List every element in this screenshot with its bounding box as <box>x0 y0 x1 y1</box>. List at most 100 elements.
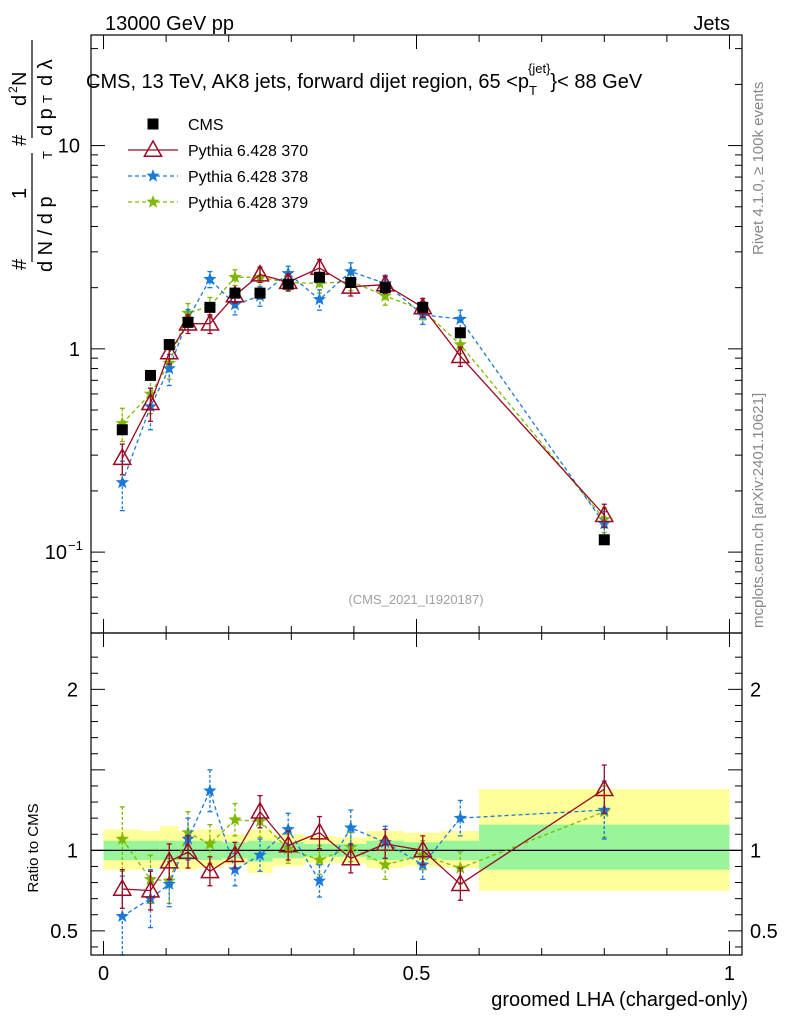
marker-pythia-6-428-370 <box>450 345 471 364</box>
ratio-frame <box>90 632 743 956</box>
ylabel-frac1-sub: T <box>40 151 55 159</box>
marker-pythia-6-428-379 <box>453 337 467 351</box>
ratio-marker-pythia-6-428-378 <box>253 848 267 861</box>
ratio-marker-pythia-6-428-379 <box>181 825 195 839</box>
title-sub: T <box>529 83 537 98</box>
y-tick-label: 10 <box>58 136 80 158</box>
marker-pythia-6-428-378 <box>162 361 176 375</box>
x-tick-label: 1 <box>724 963 735 985</box>
header-right: Jets <box>693 13 730 35</box>
marker-cms <box>204 301 216 313</box>
header-left: 13000 GeV pp <box>105 13 234 35</box>
marker-cms <box>379 282 391 294</box>
series-line-pythia-6-428-379 <box>121 276 605 520</box>
marker-cms <box>417 301 429 313</box>
ratio-marker-pythia-6-428-378 <box>453 811 467 824</box>
marker-pythia-6-428-379 <box>228 270 242 283</box>
ratio-marker-pythia-6-428-370 <box>412 839 433 858</box>
ylabel-frac2-den2: d λ <box>35 59 57 86</box>
ylabel-frac2-sup: 2 <box>6 86 20 93</box>
ylabel-frac1-num: 1 <box>9 188 31 199</box>
marker-pythia-6-428-379 <box>378 289 392 302</box>
ratio-marker-pythia-6-428-370 <box>375 833 396 851</box>
ratio-marker-pythia-6-428-378 <box>115 909 129 922</box>
marker-pythia-6-428-378 <box>344 264 358 278</box>
series-line-pythia-6-428-370 <box>121 267 605 516</box>
ratio-line-pythia-6-428-370 <box>122 788 605 892</box>
legend-marker-pythia-6-428-379 <box>146 195 160 208</box>
ratio-y-tick-label-right: 2 <box>750 679 761 701</box>
legend-label-cms: CMS <box>188 117 224 134</box>
ratio-marker-pythia-6-428-378 <box>203 783 217 797</box>
ratio-marker-pythia-6-428-379 <box>203 836 217 850</box>
ylabel-frac2-num-n: N <box>9 72 31 86</box>
marker-cms <box>163 339 175 351</box>
analysis-watermark: (CMS_2021_I1920187) <box>348 592 483 607</box>
ratio-marker-pythia-6-428-370 <box>340 847 361 866</box>
legend-label-pythia-6-428-378: Pythia 6.428 378 <box>188 169 308 186</box>
ratio-marker-pythia-6-428-379 <box>453 861 467 874</box>
ratio-marker-pythia-6-428-370 <box>159 851 180 869</box>
marker-cms <box>345 277 357 289</box>
marker-cms <box>254 287 266 299</box>
ratio-ylabel: Ratio to CMS <box>25 803 42 892</box>
ratio-marker-pythia-6-428-370 <box>178 841 198 860</box>
marker-cms <box>144 369 156 381</box>
legend-marker-pythia-6-428-378 <box>146 169 160 182</box>
legend-marker-pythia-6-428-370 <box>143 139 163 158</box>
chart-title: CMS, 13 TeV, AK8 jets, forward dijet reg… <box>86 61 643 98</box>
ratio-marker-pythia-6-428-370 <box>278 834 298 853</box>
legend-marker-cms <box>147 118 159 130</box>
marker-pythia-6-428-370 <box>112 447 133 466</box>
ylabel-hash2: # <box>9 134 31 146</box>
marker-cms <box>182 316 194 328</box>
marker-pythia-6-428-379 <box>115 416 129 429</box>
x-tick-label: 0.5 <box>403 963 431 985</box>
ylabel-hash1: # <box>9 258 31 270</box>
marker-pythia-6-428-370 <box>159 341 180 360</box>
y-tick-label: 10 <box>45 542 67 564</box>
ratio-marker-pythia-6-428-379 <box>312 853 327 866</box>
ratio-marker-pythia-6-428-370 <box>200 860 220 879</box>
ylabel-frac1-den: d N / d p <box>35 196 57 272</box>
title-pre: CMS, 13 TeV, AK8 jets, forward dijet reg… <box>86 71 529 93</box>
ratio-marker-pythia-6-428-370 <box>309 822 330 840</box>
marker-pythia-6-428-370 <box>250 264 270 282</box>
x-tick-label: 0 <box>98 963 109 985</box>
marker-pythia-6-428-378 <box>228 297 242 311</box>
ratio-marker-pythia-6-428-370 <box>250 801 270 819</box>
ylabel-frac2-den: d p <box>35 108 57 136</box>
main-ylabel: # 1 d N / d p T # d 2 N d p T d λ <box>6 40 57 272</box>
legend-label-pythia-6-428-379: Pythia 6.428 379 <box>188 195 308 212</box>
ratio-marker-pythia-6-428-379 <box>228 812 242 826</box>
ratio-y-tick-label-right: 0.5 <box>750 921 778 943</box>
marker-pythia-6-428-378 <box>203 272 217 285</box>
series-line-pythia-6-428-378 <box>121 270 605 525</box>
marker-pythia-6-428-378 <box>453 312 467 325</box>
marker-cms <box>598 534 610 546</box>
y-tick-label-sup: −1 <box>68 538 83 553</box>
marker-cms <box>454 327 466 339</box>
marker-pythia-6-428-370 <box>594 504 615 523</box>
title-post: }< 88 GeV <box>550 71 642 93</box>
marker-cms <box>116 424 128 436</box>
y-tick-label: 1 <box>69 339 80 361</box>
svg-text:CMS, 13 TeV, AK8 jets, forward: CMS, 13 TeV, AK8 jets, forward dijet reg… <box>86 61 643 98</box>
ratio-marker-pythia-6-428-378 <box>281 822 295 836</box>
ratio-marker-pythia-6-428-370 <box>225 844 245 863</box>
ratio-y-tick-label-right: 1 <box>750 840 761 862</box>
ratio-marker-pythia-6-428-370 <box>450 873 471 892</box>
marker-cms <box>282 278 294 290</box>
ratio-marker-pythia-6-428-379 <box>378 857 392 871</box>
marker-pythia-6-428-378 <box>115 475 129 489</box>
marker-cms <box>229 287 241 299</box>
ylabel-frac2-num-d: d <box>9 95 31 106</box>
ylabel-frac2-sub: T <box>40 95 55 103</box>
x-axis-label: groomed LHA (charged-only) <box>491 989 748 1011</box>
marker-pythia-6-428-378 <box>312 292 327 306</box>
ratio-marker-pythia-6-428-379 <box>115 832 129 845</box>
ratio-y-tick-label: 1 <box>67 840 78 862</box>
ratio-marker-pythia-6-428-378 <box>344 820 358 834</box>
ratio-line-pythia-6-428-378 <box>121 788 605 917</box>
